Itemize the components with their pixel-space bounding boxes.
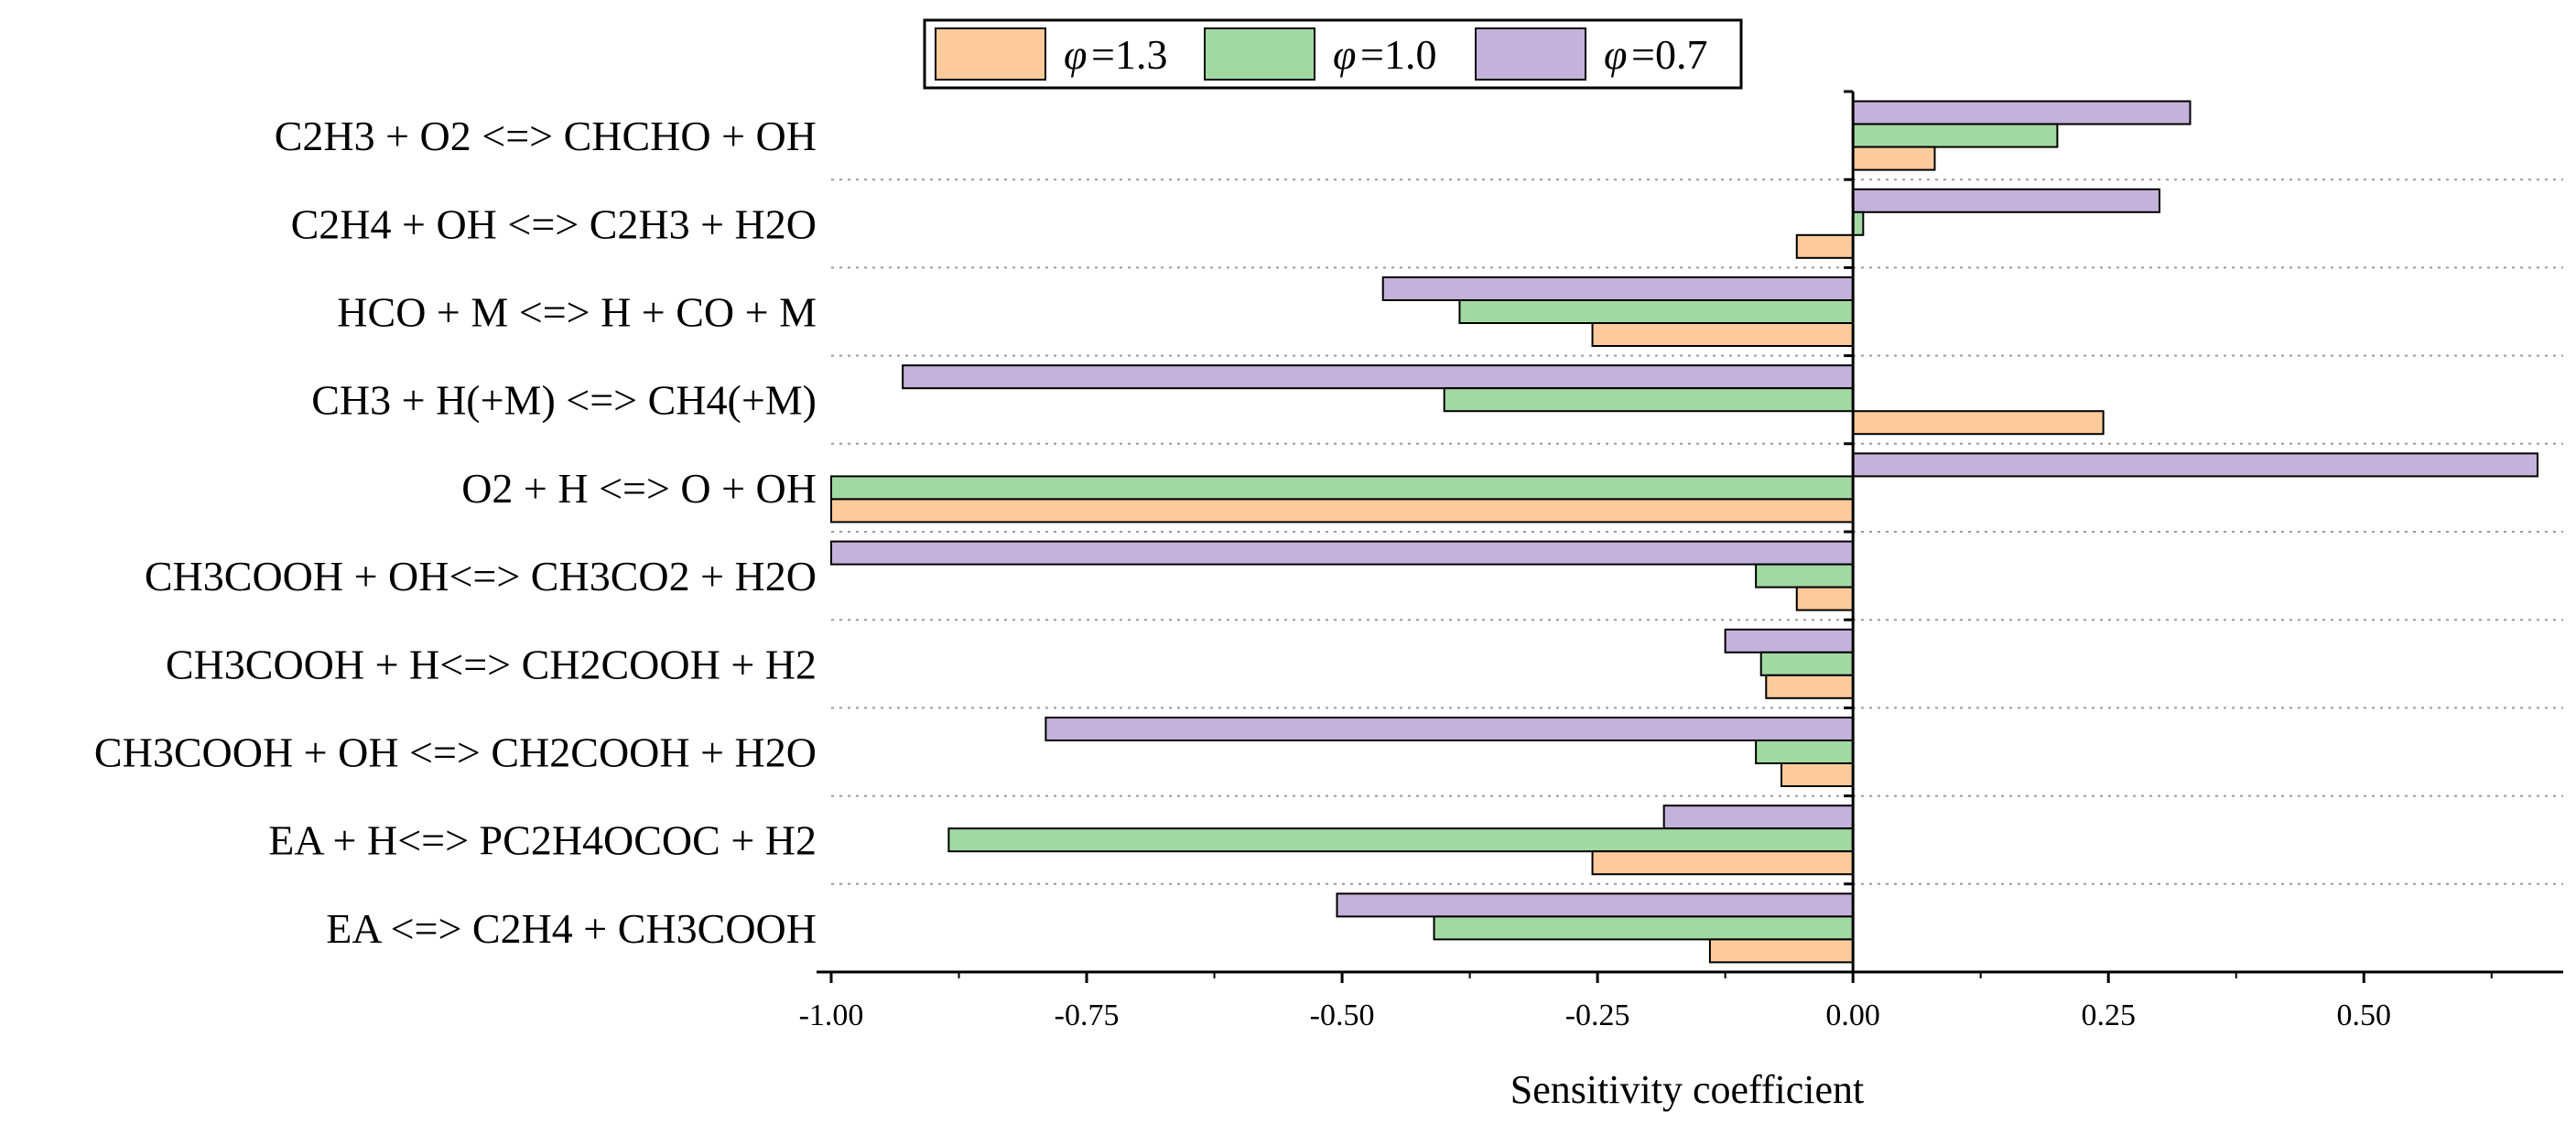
bar <box>1755 740 1855 764</box>
bar <box>1795 233 1855 259</box>
bar <box>1852 146 1936 171</box>
bar <box>1708 938 1855 964</box>
bar <box>1662 804 1855 830</box>
category-label: O2 + H <=> O + OH <box>461 465 817 512</box>
bar <box>1759 651 1855 676</box>
category-labels: C2H3 + O2 <=> CHCHO + OH C2H4 + OH <=> C2… <box>94 113 817 952</box>
bar <box>1381 276 1855 301</box>
bar <box>1433 915 1855 941</box>
legend-symbol: φ <box>1333 31 1356 78</box>
category-label: HCO + M <=> H + CO + M <box>337 289 817 336</box>
bar <box>1724 628 1855 653</box>
legend-label: =1.0 <box>1360 31 1436 78</box>
bar <box>830 540 1855 566</box>
x-tick-label: -0.25 <box>1565 999 1630 1032</box>
category-label: C2H3 + O2 <=> CHCHO + OH <box>275 113 817 159</box>
category-separators <box>831 178 2563 885</box>
legend: φ =1.3 φ =1.0 φ =0.7 <box>923 18 1743 90</box>
legend-box <box>923 18 1743 90</box>
x-axis-title: Sensitivity coefficient <box>1510 1067 1865 1112</box>
legend-swatch <box>935 27 1046 81</box>
bar <box>1852 452 2539 478</box>
bar <box>1591 322 1855 347</box>
x-axis-ticks: -1.00 -0.75 -0.50 -0.25 0.00 0.25 0.50 <box>799 90 2493 1032</box>
bar <box>902 364 1855 390</box>
x-tick-label: 0.25 <box>2081 999 2136 1032</box>
bar <box>830 498 1855 524</box>
bar <box>1852 410 2105 436</box>
category-label: EA <=> C2H4 + CH3COOH <box>326 905 817 952</box>
x-tick-label: 0.50 <box>2337 999 2392 1032</box>
bar <box>1795 586 1855 611</box>
bar <box>1852 188 2161 213</box>
bar <box>1443 387 1855 413</box>
bar <box>1336 892 1855 918</box>
category-label: CH3 + H(+M) <=> CH4(+M) <box>311 377 817 424</box>
x-tick-label: 0.00 <box>1825 999 1880 1032</box>
bar <box>1780 762 1855 787</box>
bar <box>1755 563 1855 588</box>
bar <box>1044 717 1855 741</box>
legend-swatch <box>1475 27 1586 81</box>
legend-label: =0.7 <box>1631 31 1707 78</box>
bar <box>1852 123 2059 148</box>
category-label: CH3COOH + H<=> CH2COOH + H2 <box>166 641 817 687</box>
x-tick-label: -1.00 <box>799 999 864 1032</box>
legend-label: =1.3 <box>1091 31 1167 78</box>
bar <box>830 475 1855 501</box>
legend-symbol: φ <box>1604 31 1627 78</box>
legend-symbol: φ <box>1064 31 1087 78</box>
bar <box>1852 211 1865 236</box>
legend-swatch <box>1204 27 1315 81</box>
category-label: C2H4 + OH <=> C2H3 + H2O <box>291 200 817 247</box>
category-label: EA + H<=> PC2H4OCOC + H2 <box>268 817 817 864</box>
category-label: CH3COOH + OH <=> CH2COOH + H2O <box>94 729 817 776</box>
bar <box>1591 850 1855 876</box>
bar <box>1852 100 2192 125</box>
bar <box>1765 674 1855 699</box>
x-tick-label: -0.75 <box>1055 999 1120 1032</box>
bars <box>830 100 2539 964</box>
category-label: CH3COOH + OH<=> CH3CO2 + H2O <box>145 553 817 599</box>
bar <box>947 827 1855 853</box>
bar <box>1458 299 1855 324</box>
x-tick-label: -0.50 <box>1310 999 1375 1032</box>
